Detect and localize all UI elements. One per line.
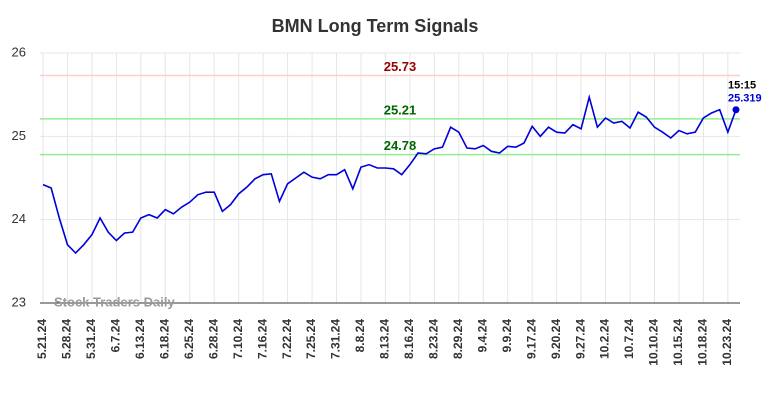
x-tick-label: 10.18.24: [696, 319, 710, 366]
x-tick-label: 6.18.24: [157, 319, 171, 359]
y-tick-label: 23: [12, 294, 26, 309]
x-tick-label: 9.4.24: [475, 319, 489, 353]
x-tick-label: 7.16.24: [255, 319, 269, 359]
y-tick-label: 24: [12, 211, 26, 226]
x-tick-label: 5.31.24: [84, 319, 98, 359]
x-tick-label: 8.13.24: [378, 319, 392, 359]
x-tick-label: 5.21.24: [35, 319, 49, 359]
x-tick-label: 8.8.24: [353, 319, 367, 353]
x-tick-label: 9.17.24: [524, 319, 538, 359]
y-tick-label: 25: [12, 128, 26, 143]
x-tick-label: 10.2.24: [598, 319, 612, 359]
x-tick-label: 10.23.24: [720, 319, 734, 366]
x-tick-label: 7.22.24: [280, 319, 294, 359]
y-tick-label: 26: [12, 44, 26, 59]
x-tick-label: 10.10.24: [647, 319, 661, 366]
x-tick-label: 9.27.24: [573, 319, 587, 359]
x-tick-label: 9.20.24: [549, 319, 563, 359]
price-line: [42, 94, 737, 255]
x-tick-label: 10.15.24: [671, 319, 685, 366]
x-tick-label: 6.7.24: [109, 319, 123, 353]
signal-label: 25.21: [384, 102, 417, 117]
signal-label: 25.73: [384, 59, 417, 74]
watermark: Stock Traders Daily: [54, 294, 175, 309]
last-value-label: 25.319: [728, 93, 762, 105]
x-tick-label: 6.28.24: [206, 319, 220, 359]
x-tick-label: 8.16.24: [402, 319, 416, 359]
x-tick-label: 6.25.24: [182, 319, 196, 359]
x-tick-label: 7.10.24: [231, 319, 245, 359]
x-tick-label: 7.25.24: [304, 319, 318, 359]
x-tick-label: 6.13.24: [133, 319, 147, 359]
last-point: [732, 106, 740, 114]
x-tick-label: 7.31.24: [329, 319, 343, 359]
x-tick-label: 10.7.24: [622, 319, 636, 359]
x-tick-label: 8.29.24: [451, 319, 465, 359]
last-time-label: 15:15: [728, 80, 756, 92]
x-tick-label: 8.23.24: [427, 319, 441, 359]
signal-label: 24.78: [384, 138, 417, 153]
chart-title: BMN Long Term Signals: [272, 16, 479, 36]
x-tick-label: 9.9.24: [500, 319, 514, 353]
x-tick-label: 5.28.24: [60, 319, 74, 359]
